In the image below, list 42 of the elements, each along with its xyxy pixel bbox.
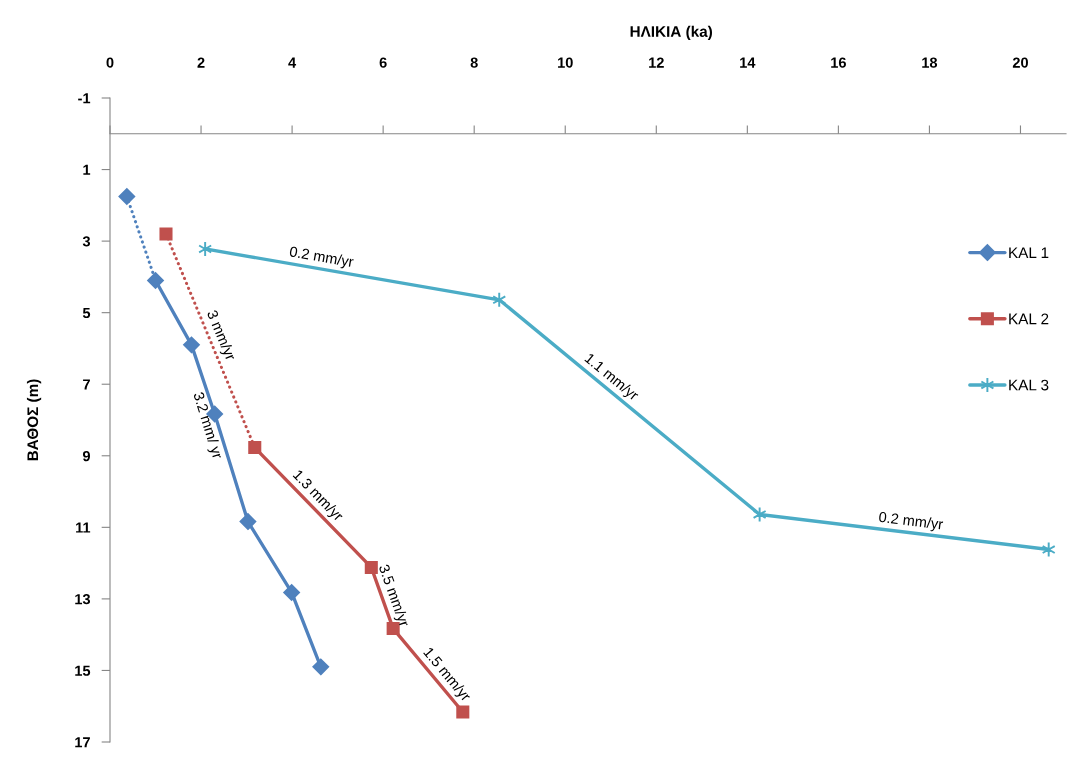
annotation: 3.2 mm/ yr: [190, 391, 224, 461]
y-tick-label: 13: [75, 593, 91, 605]
x-tick-label: 0: [106, 57, 114, 68]
point: [248, 441, 262, 455]
y-tick-label: 1: [83, 164, 91, 175]
point: [312, 658, 330, 676]
x-axis-title: ΗΛΙΚΙΑ (ka): [630, 25, 713, 40]
y-tick-label: 5: [82, 307, 91, 319]
y-tick-label: 7: [83, 379, 90, 390]
x-tick-label: 8: [470, 57, 478, 68]
legend-label: KAL 1: [1009, 247, 1049, 258]
y-tick-label: 17: [75, 737, 90, 748]
x-tick-label: 20: [1012, 57, 1028, 68]
annotation: 0.2 mm/yr: [878, 511, 944, 533]
point: [147, 272, 164, 289]
x-tick-label: 14: [740, 57, 756, 68]
x-tick-label: 12: [649, 57, 664, 68]
y-tick-label: 11: [76, 522, 91, 533]
x-tick-label: 10: [558, 57, 573, 68]
y-axis-title: ΒΑΘΟΣ (m): [26, 379, 42, 461]
x-tick-label: 2: [197, 57, 205, 68]
x-tick-label: 16: [831, 57, 846, 68]
point: [283, 584, 300, 601]
point: [364, 560, 378, 574]
y-tick-label: 3: [82, 236, 91, 247]
point: [118, 188, 136, 205]
point: [183, 336, 200, 354]
y-tick-label: 9: [82, 450, 91, 462]
point: [456, 705, 470, 719]
y-tick-label: 15: [75, 665, 91, 676]
x-tick-label: 18: [922, 57, 938, 68]
annotation: 3 mm/yr: [204, 309, 237, 363]
point: [159, 227, 173, 241]
x-tick-label: 4: [288, 57, 297, 68]
legend-label: KAL 2: [1009, 313, 1049, 325]
legend-label: KAL 3: [1009, 379, 1049, 391]
point: [239, 513, 257, 530]
x-tick-label: 6: [379, 57, 387, 68]
annotation: 3.5 mm/yr: [375, 563, 411, 629]
point: [198, 241, 213, 257]
annotation: 0.2 mm/yr: [288, 245, 355, 271]
y-tick-label: -1: [78, 93, 91, 104]
